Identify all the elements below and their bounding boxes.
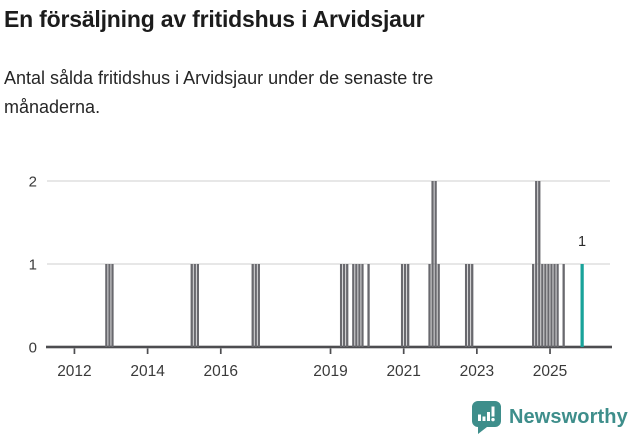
x-axis-label: 2016 bbox=[204, 363, 238, 380]
chart-bar bbox=[190, 264, 193, 347]
newsworthy-logo: Newsworthy bbox=[472, 401, 628, 434]
gridline bbox=[47, 180, 610, 182]
y-axis-label: 0 bbox=[29, 340, 37, 357]
chart-bar-highlight bbox=[580, 264, 584, 347]
newsworthy-logo-icon bbox=[472, 401, 501, 434]
y-axis-label: 1 bbox=[29, 257, 37, 274]
chart-bar bbox=[358, 264, 361, 347]
chart-bar bbox=[346, 264, 349, 347]
chart-bar bbox=[403, 264, 407, 347]
axis-tick bbox=[146, 348, 149, 354]
chart-bar bbox=[553, 264, 556, 347]
chart-bar bbox=[471, 264, 474, 347]
chart-bar bbox=[538, 181, 541, 347]
x-axis-label: 2025 bbox=[533, 363, 567, 380]
chart-bar bbox=[431, 181, 434, 347]
chart-bar bbox=[343, 264, 346, 347]
chart-bar bbox=[339, 264, 343, 347]
chart-bar bbox=[257, 264, 260, 347]
chart-bar bbox=[468, 264, 471, 347]
chart-bar bbox=[550, 264, 553, 347]
chart-bar bbox=[254, 264, 257, 347]
axis-tick bbox=[476, 348, 478, 354]
axis-tick bbox=[549, 348, 551, 354]
chart-bar bbox=[544, 264, 547, 347]
chart-bar bbox=[556, 264, 559, 347]
chart-bar bbox=[108, 264, 111, 347]
x-axis-line bbox=[46, 345, 612, 349]
axis-tick bbox=[402, 348, 405, 354]
value-label: 1 bbox=[578, 234, 586, 250]
chart-bar bbox=[562, 264, 565, 347]
chart-bar bbox=[193, 264, 196, 347]
chart-bar bbox=[196, 264, 199, 347]
chart-bar bbox=[547, 264, 550, 347]
chart-bar bbox=[532, 264, 535, 347]
chart-bar bbox=[400, 264, 404, 347]
chart-bar bbox=[407, 264, 410, 347]
gridline bbox=[47, 263, 610, 265]
chart-bar bbox=[434, 181, 437, 347]
chart-subtitle-line-1: Antal sålda fritidshus i Arvidsjaur unde… bbox=[4, 68, 434, 88]
chart-bar bbox=[535, 181, 538, 347]
chart-bar bbox=[367, 264, 370, 347]
chart-subtitle: Antal sålda fritidshus i Arvidsjaur unde… bbox=[4, 64, 564, 122]
chart-bar bbox=[105, 264, 108, 347]
chart-bar bbox=[464, 264, 468, 347]
y-axis-label: 2 bbox=[29, 174, 37, 191]
x-axis-label: 2019 bbox=[313, 363, 347, 380]
x-axis-label: 2021 bbox=[386, 363, 420, 380]
axis-tick bbox=[73, 348, 76, 354]
x-axis-label: 2012 bbox=[57, 363, 91, 380]
axis-tick bbox=[219, 348, 222, 354]
x-axis-label: 2014 bbox=[130, 363, 165, 380]
axis-tick bbox=[329, 348, 332, 354]
chart-bar bbox=[428, 264, 431, 347]
chart-bar bbox=[352, 264, 355, 347]
chart-title: En försäljning av fritidshus i Arvidsjau… bbox=[4, 6, 425, 32]
chart-bar bbox=[251, 264, 254, 347]
chart-bar bbox=[541, 264, 544, 347]
chart-bar bbox=[355, 264, 358, 347]
x-axis-label: 2023 bbox=[460, 363, 494, 380]
newsworthy-logo-text: Newsworthy bbox=[509, 406, 628, 428]
chart-bar bbox=[111, 264, 114, 347]
chart-bar bbox=[361, 264, 364, 347]
chart-bar bbox=[437, 264, 440, 347]
chart-subtitle-line-2: månaderna. bbox=[4, 97, 101, 117]
